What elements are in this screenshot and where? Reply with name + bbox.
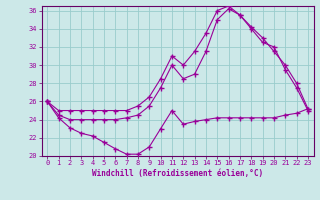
X-axis label: Windchill (Refroidissement éolien,°C): Windchill (Refroidissement éolien,°C) — [92, 169, 263, 178]
